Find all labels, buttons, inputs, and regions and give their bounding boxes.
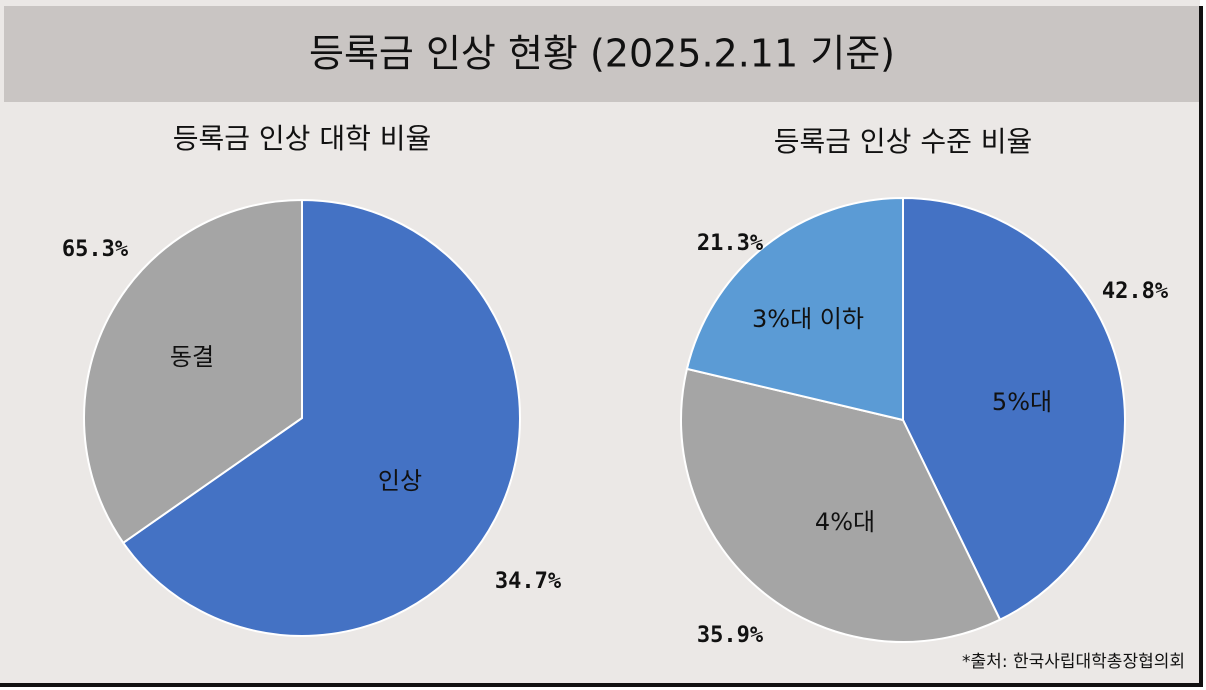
page-title: 등록금 인상 현황 (2025.2.11 기준) [309,32,895,76]
category-label: 5%대 [992,388,1052,416]
value-label: 21.3% [697,231,764,256]
category-label: 4%대 [815,508,875,536]
category-label: 3%대 이하 [752,305,864,333]
category-label: 동결 [170,343,214,371]
value-label: 34.7% [495,569,562,594]
chart-title: 등록금 인상 수준 비율 [774,125,1033,158]
pie-slice [685,196,904,422]
title-band [4,6,1200,102]
pie-slice [121,198,521,637]
value-label: 42.8% [1102,279,1169,304]
chart-title: 등록금 인상 대학 비율 [173,122,432,155]
pie-slice [680,367,1002,643]
pie-slice [902,196,1126,622]
value-label: 35.9% [697,623,764,648]
pie-slice [83,198,303,545]
value-label: 65.3% [62,237,129,262]
category-label: 인상 [378,467,422,495]
source: *출처: 한국사립대학총장협의회 [962,652,1185,672]
